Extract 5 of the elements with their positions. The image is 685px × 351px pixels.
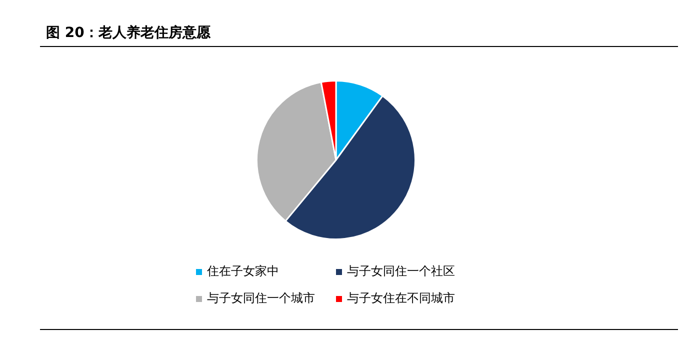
legend-label: 与子女住在不同城市 [346, 290, 456, 307]
legend-label: 住在子女家中 [206, 263, 280, 280]
legend-label: 与子女同住一个城市 [206, 290, 316, 307]
legend-label: 与子女同住一个社区 [346, 263, 456, 280]
chart-title: 图 20：老人养老住房意愿 [46, 24, 210, 42]
